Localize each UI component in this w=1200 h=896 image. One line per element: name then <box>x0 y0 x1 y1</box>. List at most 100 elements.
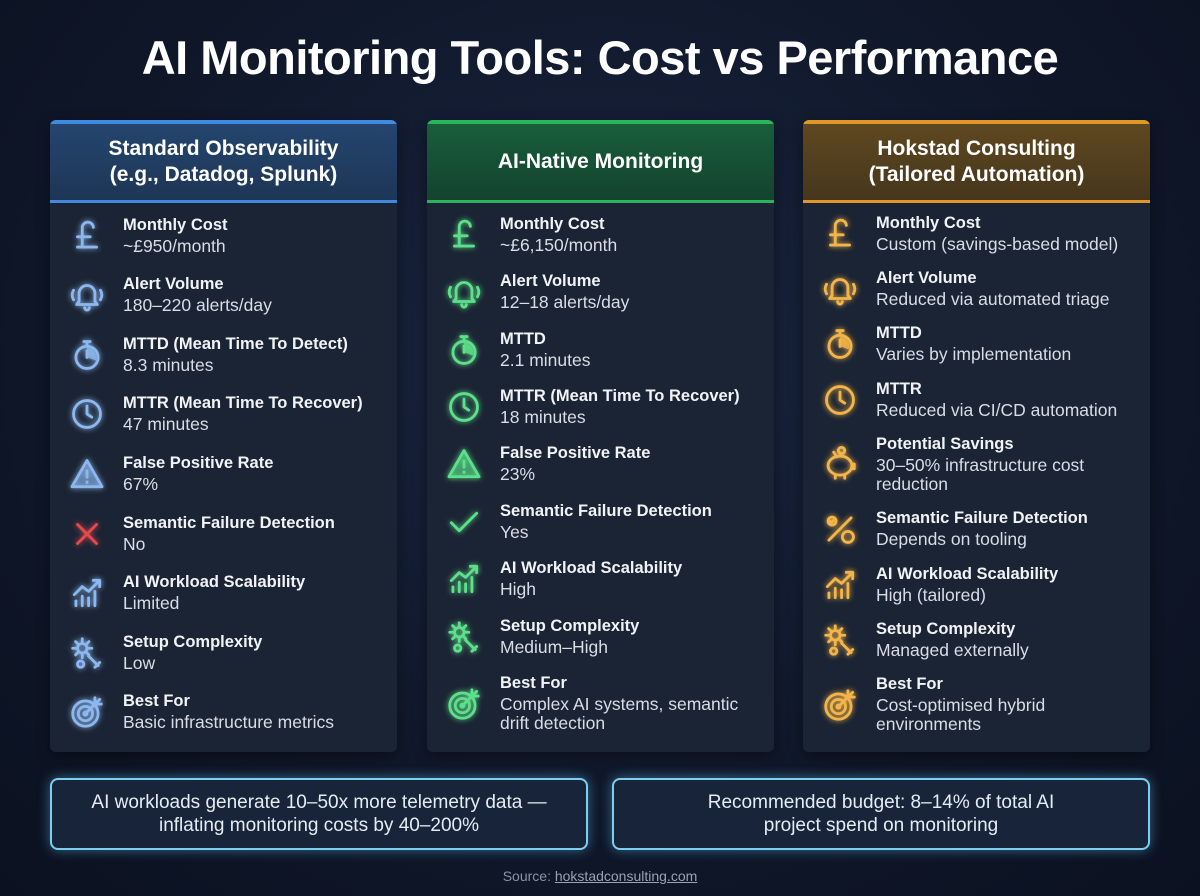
row: MTTD Varies by implementation <box>821 324 1140 364</box>
row-label: MTTR <box>876 379 922 398</box>
source-prefix: Source: <box>502 868 551 884</box>
row: Monthly Cost ~£6,150/month <box>445 215 764 255</box>
row-label: Semantic Failure Detection <box>500 501 712 520</box>
row-text: Semantic Failure Detection Depends on too… <box>876 509 1088 549</box>
row-label: False Positive Rate <box>123 453 274 472</box>
header-line: (Tailored Automation) <box>868 163 1085 186</box>
column-header: AI-Native Monitoring <box>427 120 774 203</box>
row-label: MTTD (Mean Time To Detect) <box>123 334 348 353</box>
row: AI Workload Scalability High <box>445 559 764 599</box>
row: Monthly Cost ~£950/month <box>68 216 387 256</box>
column-header: Hokstad Consulting (Tailored Automation) <box>803 120 1150 203</box>
row: Semantic Failure Detection No <box>68 514 387 554</box>
row-text: Potential Savings 30–50% infrastructure c… <box>876 435 1140 494</box>
icon <box>826 515 855 545</box>
row: MTTR Reduced via CI/CD automation <box>821 380 1140 420</box>
row: MTTR (Mean Time To Recover) 47 minutes <box>68 394 387 434</box>
icon <box>72 578 102 608</box>
row-text: Monthly Cost Custom (savings-based model) <box>876 214 1118 254</box>
header-line: (e.g., Datadog, Splunk) <box>109 163 338 186</box>
row-text: Alert Volume Reduced via automated triage <box>876 269 1109 309</box>
row: MTTD 2.1 minutes <box>445 330 764 370</box>
row: AI Workload Scalability High (tailored) <box>821 565 1140 605</box>
row-label: Setup Complexity <box>500 616 640 635</box>
row-value: 67% <box>123 473 159 494</box>
row-label: Monthly Cost <box>876 213 981 232</box>
note-text: Recommended budget: 8–14% of total AI pr… <box>707 792 1055 836</box>
row-value: Varies by implementation <box>876 344 1072 365</box>
row: MTTR (Mean Time To Recover) 18 minutes <box>445 387 764 427</box>
column: AI-Native Monitoring Monthly Cost ~£6,150/… <box>427 120 774 752</box>
row-text: Setup Complexity Managed externally <box>876 620 1029 660</box>
row-value: No <box>123 533 146 554</box>
icon <box>71 696 103 728</box>
row-label: Monthly Cost <box>123 215 228 234</box>
row-text: MTTD (Mean Time To Detect) 8.3 minutes <box>123 335 348 375</box>
row-text: False Positive Rate 67% <box>123 454 273 494</box>
row-label: Potential Savings <box>876 434 1014 453</box>
icon <box>449 511 479 533</box>
row-label: Alert Volume <box>500 272 601 291</box>
row-value: 12–18 alerts/day <box>500 292 630 313</box>
source-link[interactable]: hokstadconsulting.com <box>554 868 698 884</box>
icon <box>76 220 98 249</box>
row-value: Basic infrastructure metrics <box>123 712 335 733</box>
row: AI Workload Scalability Limited <box>68 573 387 613</box>
column-body: Monthly Cost ~£950/month Alert Volume 180–2… <box>50 206 397 742</box>
row-text: Setup Complexity Medium–High <box>500 617 639 657</box>
row-label: Monthly Cost <box>500 214 605 233</box>
row-text: Alert Volume 180–220 alerts/day <box>123 275 272 315</box>
icon <box>829 218 851 247</box>
icon <box>70 284 104 312</box>
row-value: Reduced via automated triage <box>876 288 1110 309</box>
row-label: Best For <box>876 675 943 694</box>
row-text: Alert Volume 12–18 alerts/day <box>500 272 629 312</box>
icon <box>71 636 102 669</box>
row: Best For Basic infrastructure metrics <box>68 692 387 732</box>
row: Best For Cost-optimised hybrid environmen… <box>821 675 1140 734</box>
row-text: Setup Complexity Low <box>123 633 262 673</box>
row-label: Alert Volume <box>123 275 224 294</box>
icon <box>449 392 479 422</box>
row-value: 47 minutes <box>123 414 209 435</box>
row-text: Best For Basic infrastructure metrics <box>123 692 334 732</box>
row-text: MTTD 2.1 minutes <box>500 330 590 370</box>
row: Potential Savings 30–50% infrastructure c… <box>821 435 1140 494</box>
row-value: Medium–High <box>500 636 608 657</box>
row-text: AI Workload Scalability Limited <box>123 573 305 613</box>
icon <box>448 688 480 720</box>
row-value: Custom (savings-based model) <box>876 233 1119 254</box>
row: Best For Complex AI systems, semantic dri… <box>445 674 764 733</box>
icon <box>447 281 481 309</box>
row: Alert Volume Reduced via automated triage <box>821 269 1140 309</box>
row-label: MTTD <box>500 329 546 348</box>
row-value: 30–50% infrastructure cost reduction <box>876 454 1085 494</box>
row-value: Cost-optimised hybrid environments <box>876 695 1046 735</box>
icon <box>72 399 102 430</box>
row-label: Alert Volume <box>876 268 977 287</box>
row-value: ~£950/month <box>123 235 226 256</box>
row-value: High (tailored) <box>876 584 986 605</box>
icon <box>824 689 856 721</box>
row-text: AI Workload Scalability High (tailored) <box>876 565 1058 605</box>
row-label: AI Workload Scalability <box>500 559 683 578</box>
row-text: Semantic Failure Detection Yes <box>500 502 712 542</box>
row-label: Setup Complexity <box>876 619 1016 638</box>
row: Setup Complexity Managed externally <box>821 620 1140 660</box>
header-line: Hokstad Consulting <box>877 137 1076 160</box>
icon <box>449 565 479 594</box>
row-text: MTTR (Mean Time To Recover) 18 minutes <box>500 387 740 427</box>
icon <box>823 278 857 306</box>
row-text: Best For Cost-optimised hybrid environmen… <box>876 675 1140 734</box>
row: False Positive Rate 23% <box>445 444 764 484</box>
row-value: Limited <box>123 593 180 614</box>
row-value: Managed externally <box>876 639 1029 660</box>
row-text: False Positive Rate 23% <box>500 444 650 484</box>
icon <box>825 570 855 599</box>
row-label: AI Workload Scalability <box>123 573 306 592</box>
column-header: Standard Observability (e.g., Datadog, Sp… <box>50 120 397 203</box>
icon <box>448 621 479 653</box>
icon <box>826 446 856 481</box>
icon <box>824 624 855 656</box>
column-body: Monthly Cost ~£6,150/month Alert Volume 12–… <box>427 206 774 742</box>
